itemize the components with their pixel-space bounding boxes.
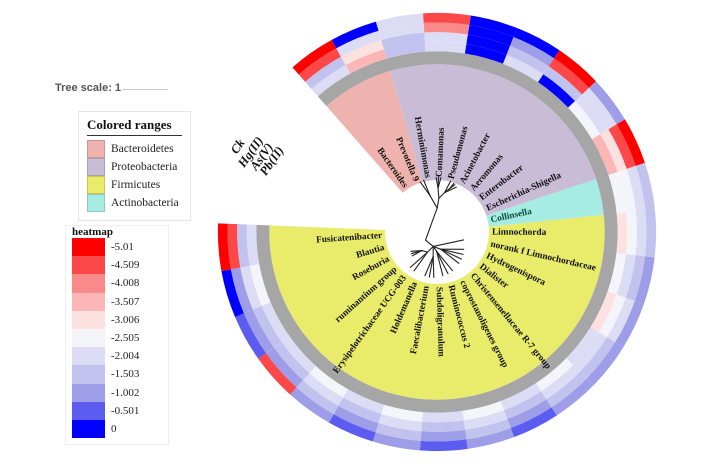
svg-text:Limnochorda: Limnochorda — [492, 228, 547, 238]
